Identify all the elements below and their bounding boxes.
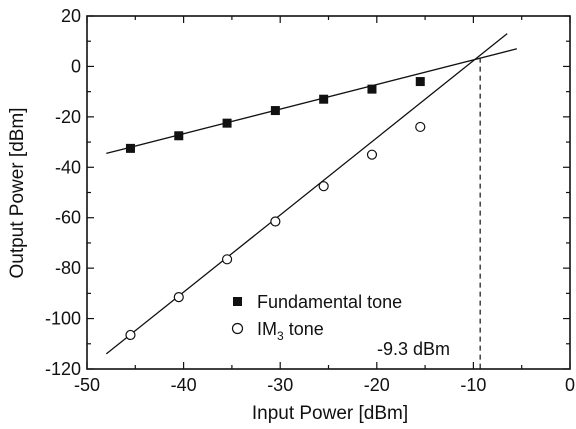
y-tick-label: -60 [55, 208, 81, 228]
x-tick-label: -10 [460, 375, 486, 395]
y-tick-label: -20 [55, 107, 81, 127]
y-tick-label: -40 [55, 157, 81, 177]
x-tick-label: 0 [565, 375, 575, 395]
x-tick-label: -20 [364, 375, 390, 395]
y-tick-label: 20 [61, 6, 81, 26]
legend-marker-im3 [231, 322, 244, 335]
point-im3-2 [221, 254, 233, 265]
point-im3-1 [173, 292, 184, 303]
x-axis-title: Input Power [dBm] [252, 403, 408, 424]
legend-label-fundamental: Fundamental tone [257, 292, 402, 312]
y-axis-title: Output Power [dBm] [7, 107, 28, 278]
axes [86, 15, 571, 370]
intercept-label: -9.3 dBm [377, 339, 450, 359]
x-tick-label: -40 [171, 375, 197, 395]
fit-line-fundamental [106, 48, 518, 155]
point-fundamental-5 [367, 84, 377, 94]
y-tick-label: -120 [45, 359, 81, 379]
y-tick-label: -80 [55, 258, 81, 278]
y-tick-label: 0 [71, 56, 81, 76]
legend-label-im3-base: IM [257, 319, 277, 339]
point-im3-4 [318, 181, 329, 192]
legend-label-im3: IM3 tone [257, 319, 324, 343]
x-tick-label: -30 [267, 375, 293, 395]
point-fundamental-2 [222, 118, 232, 128]
plot-frame [86, 15, 571, 370]
point-im3-5 [366, 149, 378, 160]
fit-line-im3 [105, 33, 508, 355]
point-fundamental-4 [319, 94, 329, 104]
y-tick-label: -100 [45, 309, 81, 329]
point-fundamental-3 [270, 106, 280, 116]
point-fundamental-1 [174, 131, 184, 141]
point-im3-6 [415, 121, 426, 133]
data-points [125, 77, 426, 341]
legend-label-im3-suffix: tone [284, 319, 324, 339]
legend: Fundamental tone IM3 tone [231, 292, 402, 343]
x-tick-label: -50 [74, 375, 100, 395]
point-fundamental-6 [415, 77, 425, 87]
point-fundamental-0 [125, 143, 135, 153]
legend-marker-fundamental [233, 297, 242, 306]
legend-label-im3-subscript: 3 [277, 329, 284, 343]
point-im3-3 [270, 216, 281, 227]
point-im3-0 [125, 329, 136, 341]
